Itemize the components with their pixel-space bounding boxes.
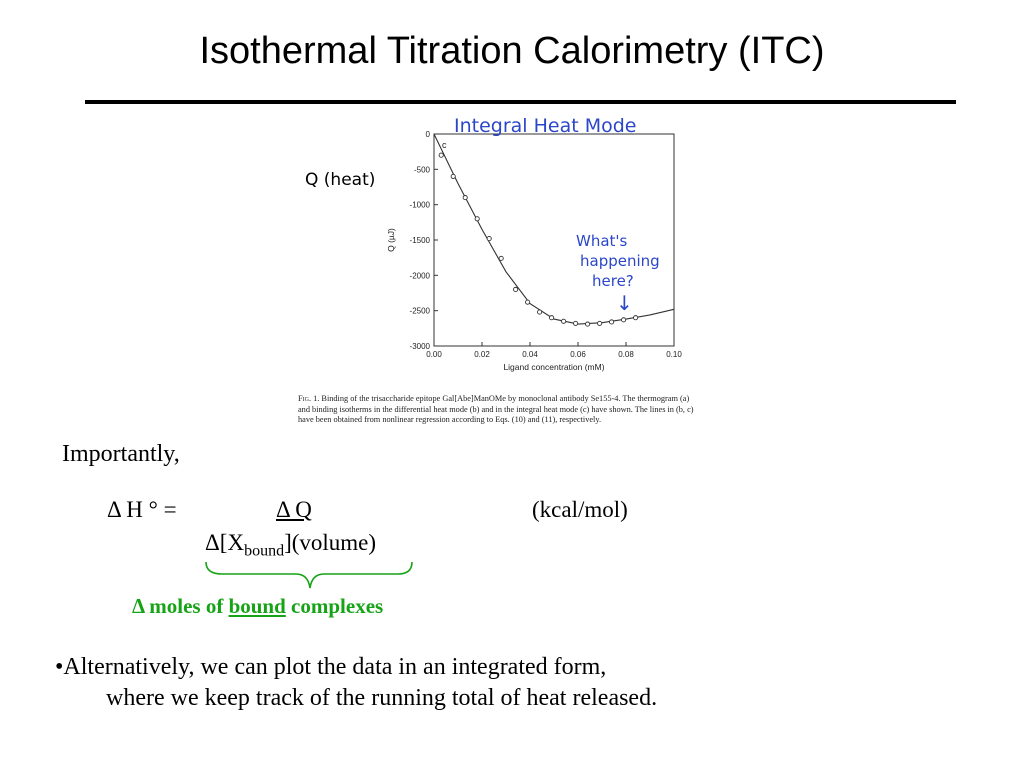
brace-note-prefix: Δ moles of	[132, 594, 224, 618]
data-point	[633, 315, 639, 321]
equation-numerator: Δ Q	[276, 497, 312, 522]
data-point	[525, 299, 531, 305]
equation-lhs: Δ H ° =	[107, 497, 177, 522]
x-tick-label: 0.00	[426, 350, 442, 359]
caption-lead: Fig. 1.	[298, 394, 320, 403]
x-axis-label: Ligand concentration (mM)	[503, 362, 604, 372]
data-point	[513, 286, 519, 293]
curly-brace	[205, 561, 413, 589]
data-point	[486, 236, 492, 242]
handwritten-arrow: ↓	[616, 291, 633, 315]
brace-note: Δ moles of bound complexes	[132, 594, 383, 619]
x-tick-label: 0.10	[666, 350, 682, 359]
y-tick-label: 0	[426, 130, 431, 139]
slide-title: Isothermal Titration Calorimetry (ITC)	[199, 30, 825, 72]
y-tick-label: -1500	[410, 236, 431, 245]
bullet-line-1: •Alternatively, we can plot the data in …	[55, 654, 607, 680]
equation-denominator: Δ[Xbound](volume)	[205, 530, 376, 561]
handwritten-title: Integral Heat Mode	[454, 115, 637, 137]
handwritten-note-line-2: happening	[580, 252, 660, 270]
data-point	[621, 317, 627, 323]
title-divider	[85, 100, 956, 104]
denominator-prefix: Δ[X	[205, 530, 245, 555]
itc-figure: 0.00 0.02 0.04 0.06 0.08 0.10 0 -500 -1000 -1500 -…	[298, 104, 696, 442]
x-tick-label: 0.02	[474, 350, 490, 359]
importantly-label: Importantly,	[62, 441, 662, 475]
panel-letter: c	[442, 140, 447, 150]
denominator-suffix: ](volume)	[284, 530, 377, 555]
denominator-subscript: bound	[244, 542, 285, 560]
bullet-line-2: where we keep track of the running total…	[106, 685, 658, 711]
handwritten-note-line-3: here?	[592, 272, 634, 290]
y-tick-label: -3000	[410, 342, 431, 351]
x-tick-label: 0.08	[618, 350, 634, 359]
caption-text: Binding of the trisaccharide epitope Gal…	[298, 394, 694, 424]
itc-chart: 0.00 0.02 0.04 0.06 0.08 0.10 0 -500 -1000 -1500 -…	[386, 130, 682, 372]
data-point	[450, 173, 456, 179]
handwritten-note-line-1: What's	[576, 232, 628, 250]
data-point	[573, 320, 579, 326]
y-axis-label: Q (µJ)	[386, 228, 396, 252]
q-heat-label: Q (heat)	[305, 170, 376, 190]
brace-note-underlined: bound	[228, 594, 286, 618]
y-tick-label: -500	[414, 165, 431, 174]
figure-caption: Fig. 1. Binding of the trisaccharide epi…	[298, 394, 696, 426]
x-tick-label: 0.06	[570, 350, 586, 359]
data-point	[474, 216, 480, 222]
data-point	[537, 309, 543, 315]
y-tick-label: -2000	[410, 271, 431, 280]
data-point	[438, 152, 444, 158]
data-point	[549, 315, 555, 321]
equation-units: (kcal/mol)	[532, 497, 628, 522]
data-point	[609, 319, 615, 325]
data-point	[498, 255, 504, 261]
y-tick-label: -2500	[410, 307, 431, 316]
y-tick-label: -1000	[410, 201, 431, 210]
data-point	[561, 318, 567, 324]
data-point	[585, 321, 591, 327]
x-tick-label: 0.04	[522, 350, 538, 359]
data-point	[597, 320, 603, 326]
brace-note-suffix: complexes	[291, 594, 384, 618]
data-point	[462, 195, 468, 201]
